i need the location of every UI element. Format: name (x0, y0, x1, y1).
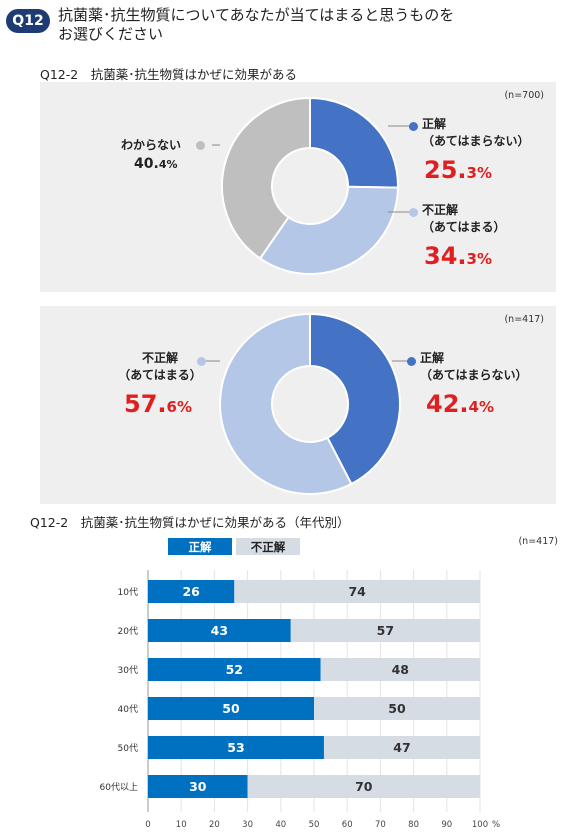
percent-int: 40. (134, 156, 159, 172)
slice-name: わからない (120, 138, 181, 152)
x-tick-label: 80 (408, 820, 419, 830)
bar-segment-incorrect (323, 736, 480, 759)
slice-name: 正解 (422, 117, 447, 131)
x-tick-label: 60 (342, 820, 353, 830)
bar-segment-correct (148, 658, 321, 681)
category-label: 20代 (118, 626, 138, 637)
slice-label-correct: 正解 （あてはまらない） (422, 116, 530, 150)
bar-value-label: 50 (222, 701, 240, 716)
bar-segment-correct (148, 697, 314, 720)
category-label: 50代 (118, 743, 138, 754)
legend-swatch (168, 538, 232, 555)
x-tick-label: 70 (375, 820, 386, 830)
correct-marker-dot (407, 357, 416, 366)
bar-value-label: 50 (388, 701, 406, 716)
bar-segment-correct (148, 736, 324, 759)
bar-segment-correct (148, 775, 248, 798)
x-tick-label: 30 (242, 820, 253, 830)
unknown-percent: 40.4% (134, 156, 178, 172)
slice-label-correct: 正解 （あてはまらない） (420, 350, 528, 384)
question-line-1: 抗菌薬･抗生物質についてあなたが当てはまると思うものを (58, 6, 455, 24)
age-bar-chart: (n=417) 正解 不正解 0 10 20 30 40 50 60 70 80 90 100 % 10代 26… (100, 536, 558, 830)
x-tick-label: 100 (472, 820, 488, 830)
slice-name: 不正解 (141, 351, 178, 365)
donut-slice-1 (258, 185, 400, 275)
x-tick-label: 50 (309, 820, 320, 830)
bar-segment-incorrect (320, 658, 480, 681)
question-text: 抗菌薬･抗生物質についてあなたが当てはまると思うものを お選びください (58, 6, 454, 44)
donut-slice-1 (219, 312, 353, 495)
incorrect-marker-dot (197, 357, 206, 366)
correct-percent: 42.4% (426, 390, 494, 418)
slice-note: （あてはまらない） (420, 368, 528, 382)
percent-frac: 6% (166, 398, 192, 416)
x-tick-label: 40 (275, 820, 286, 830)
bar-value-label: 52 (226, 662, 243, 677)
bar-value-label: 47 (393, 740, 410, 755)
sample-size-label: (n=700) (504, 90, 544, 101)
bar-value-label: 26 (182, 584, 200, 599)
correct-percent: 25.3% (424, 156, 492, 184)
bar-segment-incorrect (290, 619, 480, 642)
donut-panel-1: (n=700) わからない 40.4% 正解 （あてはまらない） 25.3% 不… (40, 82, 556, 292)
question-line-2: お選びください (58, 25, 164, 43)
question-badge: Q12 (6, 9, 50, 33)
bar-value-label: 57 (377, 623, 394, 638)
bar-value-label: 70 (355, 779, 373, 794)
percent-int: 25. (424, 156, 467, 184)
sample-size-label: (n=417) (518, 536, 558, 547)
unknown-marker-dot (196, 141, 205, 150)
percent-frac: 4% (468, 398, 494, 416)
incorrect-percent: 57.6% (124, 390, 192, 418)
donut-chart-2 (206, 312, 410, 495)
percent-frac: 3% (466, 250, 492, 268)
slice-note: （あてはまらない） (422, 134, 530, 148)
bar-value-label: 43 (211, 623, 228, 638)
sample-size-label: (n=417) (504, 314, 544, 325)
category-label: 10代 (118, 587, 138, 598)
bar-segment-incorrect (234, 580, 480, 603)
donut-slice-0 (309, 96, 399, 189)
bar-segment-incorrect (314, 697, 480, 720)
legend-swatch (236, 538, 300, 555)
percent-frac: 3% (466, 164, 492, 182)
bar-segment-correct (148, 580, 235, 603)
bar-value-label: 53 (227, 740, 244, 755)
slice-name: 不正解 (422, 203, 459, 217)
legend-label: 正解 (189, 540, 212, 554)
category-label: 30代 (118, 665, 138, 676)
incorrect-marker-dot (409, 208, 418, 217)
percent-frac: 4% (158, 158, 178, 171)
donut-slice-0 (309, 312, 401, 486)
slice-label-incorrect: 不正解 （あてはまる） (110, 350, 210, 384)
percent-int: 42. (426, 390, 469, 418)
legend-label: 不正解 (251, 540, 286, 554)
section-title: Q12-2 抗菌薬･抗生物質はかぜに効果がある (40, 67, 297, 82)
x-tick-label: 20 (209, 820, 220, 830)
bar-segment-correct (148, 619, 291, 642)
donut-panel-2: (n=417) 不正解 （あてはまる） 57.6% 正解 （あてはまらない） 4… (40, 306, 556, 504)
category-label: 40代 (118, 704, 138, 715)
slice-name: 正解 (420, 351, 445, 365)
donut-chart-1 (212, 96, 412, 275)
bar-segment-incorrect (247, 775, 480, 798)
incorrect-percent: 34.3% (424, 242, 492, 270)
x-tick-label: 0 (145, 820, 150, 830)
x-tick-label: 10 (176, 820, 187, 830)
x-tick-label: 90 (441, 820, 452, 830)
slice-label-incorrect: 不正解 （あてはまる） (422, 202, 506, 236)
bar-value-label: 74 (348, 584, 366, 599)
bar-value-label: 30 (189, 779, 207, 794)
x-axis-unit: % (492, 820, 500, 830)
section-title-by-age: Q12-2 抗菌薬･抗生物質はかぜに効果がある（年代別） (30, 515, 350, 530)
percent-int: 57. (124, 390, 167, 418)
bar-value-label: 48 (392, 662, 409, 677)
percent-int: 34. (424, 242, 467, 270)
donut-slice-2 (221, 96, 311, 260)
category-label: 60代以上 (100, 782, 138, 793)
slice-note: （あてはまる） (118, 368, 202, 382)
correct-marker-dot (409, 122, 418, 131)
slice-label-unknown: わからない (96, 137, 206, 154)
slice-note: （あてはまる） (422, 220, 506, 234)
